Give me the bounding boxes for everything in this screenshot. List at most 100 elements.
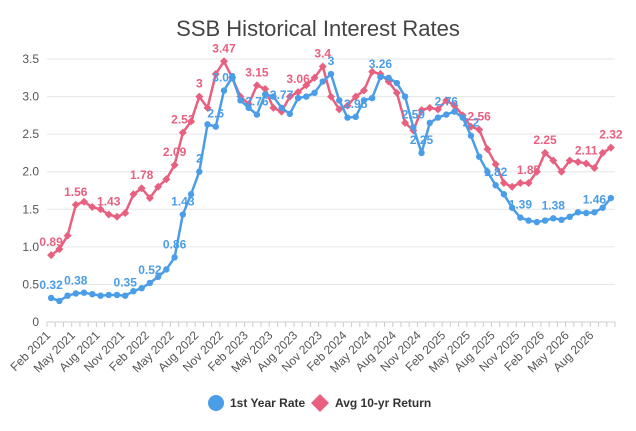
data-point [105, 291, 112, 299]
data-point [253, 111, 261, 118]
data-point [492, 182, 499, 189]
data-point [549, 156, 558, 165]
data-point [483, 145, 492, 154]
data-label: 2.77 [270, 88, 294, 102]
data-point [112, 212, 121, 221]
data-point [451, 108, 458, 115]
data-label: 2.6 [207, 107, 224, 121]
data-point [56, 297, 63, 305]
data-point [393, 79, 401, 87]
series-line-1st-year-rate [50, 72, 612, 303]
data-label: 2.59 [402, 107, 426, 121]
data-point [491, 160, 500, 169]
data-point [525, 217, 532, 224]
data-point [261, 91, 269, 98]
data-point [327, 70, 335, 78]
data-point [343, 101, 352, 110]
data-point [63, 231, 72, 240]
data-point [385, 74, 392, 81]
data-point [565, 156, 574, 165]
data-point [450, 101, 459, 110]
data-label: 3.06 [286, 72, 310, 86]
data-point [516, 178, 525, 187]
data-point [319, 78, 326, 85]
data-point [204, 121, 211, 128]
data-point [219, 57, 228, 66]
data-point [599, 204, 606, 211]
data-point [237, 97, 244, 104]
data-point [104, 210, 113, 219]
data-point [360, 97, 368, 104]
data-label: 2.11 [575, 143, 598, 157]
data-point [89, 290, 96, 298]
data-point [434, 105, 443, 114]
data-label: 2.56 [467, 110, 491, 124]
y-tick-label: 1.0 [22, 240, 39, 254]
data-point [598, 148, 607, 157]
data-label: 3.47 [212, 41, 236, 55]
data-label: 2.95 [344, 97, 368, 111]
series-line-avg-10-yr-return [50, 60, 612, 257]
data-point [508, 182, 517, 191]
data-point [459, 114, 466, 121]
legend-diamond-icon [311, 394, 329, 412]
data-point [327, 92, 335, 101]
data-point [582, 209, 590, 217]
data-point [475, 153, 483, 160]
data-point [88, 203, 97, 212]
data-point [500, 191, 508, 198]
data-point [401, 118, 410, 127]
data-point [573, 157, 582, 166]
data-label: 2.32 [599, 128, 623, 142]
data-label: 3 [328, 54, 335, 68]
data-point [336, 97, 343, 104]
data-point [211, 70, 220, 79]
data-point [285, 92, 294, 101]
data-point [550, 215, 557, 222]
data-point [154, 273, 162, 281]
data-point [303, 93, 310, 100]
data-point [47, 294, 55, 302]
data-point [524, 178, 533, 187]
data-point [418, 149, 425, 157]
data-point [517, 214, 524, 221]
legend-label-avg-10-yr-return: Avg 10-yr Return [335, 396, 431, 410]
legend: 1st Year Rate Avg 10-yr Return [208, 394, 431, 412]
data-point [130, 287, 137, 295]
data-label: 3.08 [212, 71, 236, 85]
data-point [425, 103, 434, 112]
data-label: 1.38 [542, 198, 566, 212]
y-tick-label: 3.5 [22, 52, 39, 66]
data-point [508, 204, 516, 211]
data-point [484, 168, 491, 175]
data-label: 2 [196, 152, 203, 166]
data-label: 1.78 [130, 168, 154, 182]
data-point [195, 92, 204, 101]
data-label: 0.52 [138, 263, 162, 277]
data-point [294, 94, 302, 102]
legend-item-avg-10-yr-return[interactable]: Avg 10-yr Return [311, 394, 431, 412]
data-label: 2.76 [245, 95, 269, 109]
data-point [533, 218, 540, 226]
data-point [196, 168, 203, 175]
legend-item-1st-year-rate[interactable]: 1st Year Rate [208, 395, 305, 411]
data-point [368, 67, 377, 76]
y-tick-label: 3.0 [22, 90, 39, 104]
data-point [286, 110, 294, 118]
data-point [311, 89, 318, 97]
data-point [557, 167, 566, 176]
data-point [80, 197, 89, 206]
data-label: 0.89 [39, 235, 63, 249]
data-point [154, 182, 163, 191]
data-point [137, 184, 146, 193]
data-point [558, 216, 565, 224]
data-label: 3 [196, 77, 203, 91]
data-point [252, 81, 261, 90]
data-label: 1.43 [171, 195, 195, 209]
data-label: 1.56 [64, 185, 88, 199]
data-point [203, 103, 212, 112]
data-point [417, 106, 426, 115]
